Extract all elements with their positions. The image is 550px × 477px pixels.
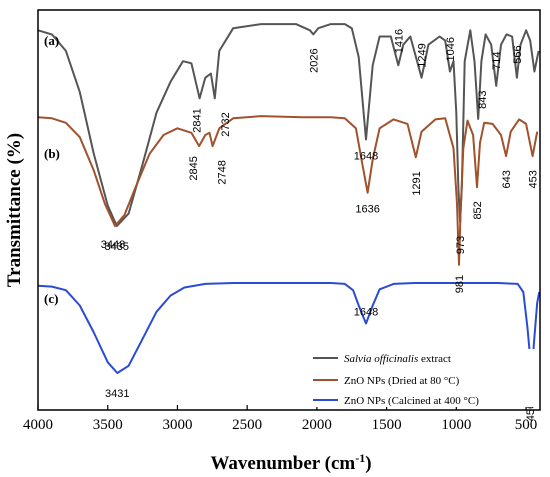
- x-tick-label-3500: 3500: [93, 417, 123, 433]
- peak-label-456: 456: [525, 403, 537, 421]
- x-ticks-layer: 4000 3500 3000 2500 2000 1500 1000 500: [23, 405, 537, 433]
- x-tick-label-4000: 4000: [23, 417, 53, 433]
- peak-label-843: 843: [477, 91, 489, 109]
- peak-label-3448: 3448: [101, 239, 125, 251]
- panel-label-b: (b): [44, 146, 60, 161]
- series-layer: [37, 23, 541, 374]
- peak-label-2845: 2845: [188, 156, 200, 180]
- peak-label-2026: 2026: [308, 48, 320, 72]
- peak-label-1636: 1636: [355, 204, 379, 216]
- peak-label-981: 981: [454, 275, 466, 293]
- peak-label-1416: 1416: [393, 29, 405, 53]
- peak-label-453: 453: [528, 170, 540, 188]
- legend-label-b: ZnO NPs (Dried at 80 °C): [344, 375, 460, 387]
- peak-labels-layer: 3435 2841 2732 2026 1648 1416 1249 1046 973 843 71…: [101, 29, 540, 421]
- peak-label-2841: 2841: [192, 108, 204, 132]
- x-tick-label-2500: 2500: [232, 417, 262, 433]
- peak-label-1648: 1648: [354, 307, 378, 319]
- legend-label-a: Salvia officinalis extract: [344, 353, 451, 365]
- peak-label-714: 714: [491, 52, 503, 70]
- peak-label-1046: 1046: [445, 37, 457, 61]
- peak-label-643: 643: [501, 170, 513, 188]
- y-axis-label: Transmittance (%): [4, 133, 25, 287]
- x-tick-label-3000: 3000: [162, 417, 192, 433]
- peak-label-1291: 1291: [411, 171, 423, 195]
- peak-label-566: 566: [512, 45, 524, 63]
- panel-label-c: (c): [44, 291, 58, 306]
- x-tick-label-1500: 1500: [372, 417, 402, 433]
- series-line-c: [37, 282, 541, 374]
- x-axis-label: Wavenumber (cm-1): [210, 451, 371, 474]
- peak-label-3431: 3431: [105, 388, 129, 400]
- peak-label-2748: 2748: [217, 160, 229, 184]
- x-tick-label-1000: 1000: [441, 417, 471, 433]
- x-tick-label-2000: 2000: [302, 417, 332, 433]
- peak-label-973: 973: [455, 236, 467, 254]
- peak-label-2732: 2732: [220, 112, 232, 136]
- peak-label-3435: 3435: [105, 241, 129, 253]
- legend-label-c: ZnO NPs (Calcined at 400 °C): [344, 395, 479, 407]
- plot-frame: [37, 9, 541, 411]
- x-tick-label-500: 500: [515, 417, 538, 433]
- legend: Salvia officinalis extract ZnO NPs (Drie…: [307, 349, 537, 407]
- legend-box: [307, 349, 537, 407]
- peak-label-1249: 1249: [417, 43, 429, 67]
- panel-label-a: (a): [44, 33, 59, 48]
- series-line-b: [37, 115, 539, 266]
- series-line-a: [37, 23, 540, 227]
- peak-label-852: 852: [472, 201, 484, 219]
- peak-label-1648: 1648: [354, 151, 378, 163]
